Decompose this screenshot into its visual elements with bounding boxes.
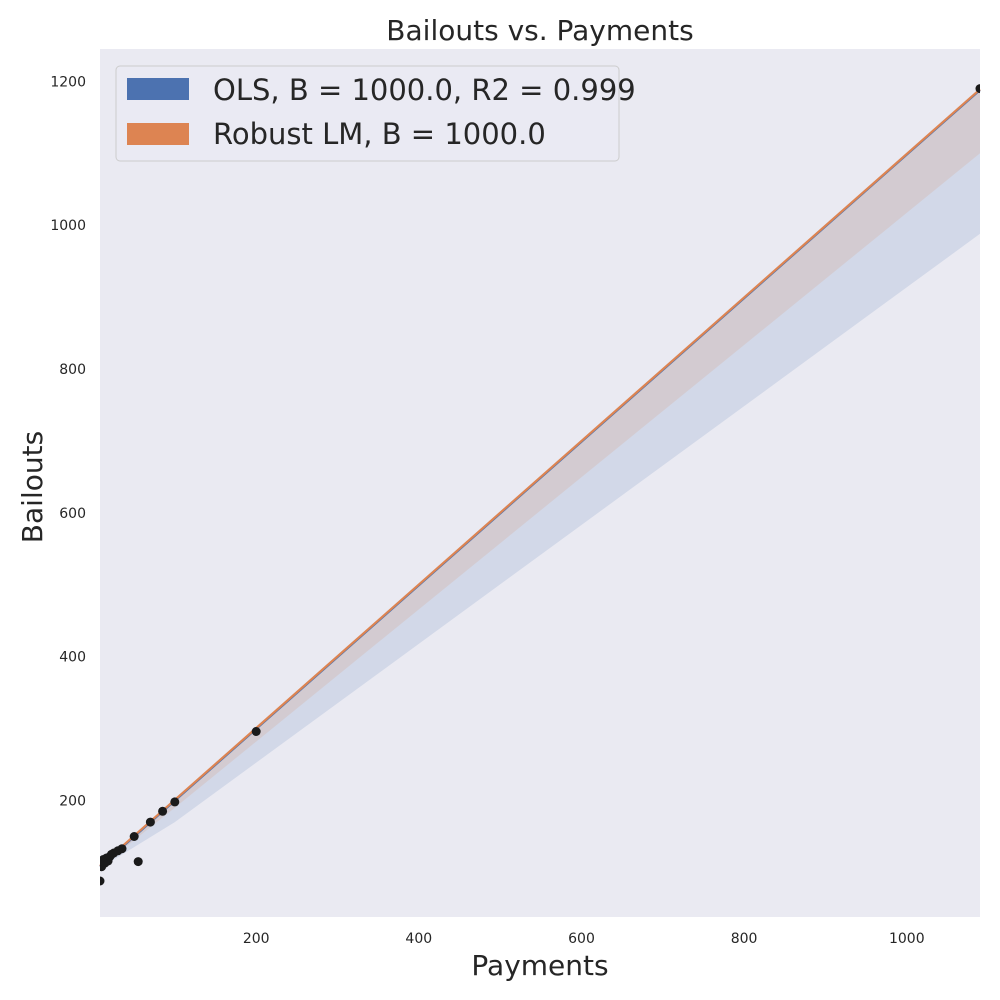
y-axis-ticks: 200 400 600 800 1000 1200 [50, 74, 86, 809]
data-point-0 [100, 876, 105, 886]
data-point-14 [133, 857, 143, 867]
regression-line-1 [99, 88, 981, 867]
y-tick-label-0: 200 [59, 794, 86, 810]
chart-title: Bailouts vs. Payments [386, 14, 693, 47]
legend: OLS, B = 1000.0, R2 = 0.999 Robust LM, B… [115, 65, 636, 162]
data-point-13 [129, 832, 139, 841]
x-tick-label-2: 600 [568, 931, 595, 947]
data-point-17 [170, 797, 180, 807]
data-point-18 [251, 727, 261, 736]
plot-area [100, 49, 980, 917]
legend-frame [115, 65, 620, 162]
data-point-16 [158, 806, 168, 816]
y-axis-label: Bailouts [16, 431, 49, 543]
data-points [100, 84, 980, 886]
data-point-19 [975, 84, 980, 94]
x-tick-label-0: 200 [243, 931, 270, 947]
y-tick-label-2: 600 [59, 506, 86, 522]
y-tick-label-3: 800 [59, 362, 86, 378]
data-point-12 [117, 844, 127, 854]
legend-label-robust: Robust LM, B = 1000.0 [213, 117, 546, 151]
legend-swatch-ols [127, 78, 189, 100]
legend-swatch-robust [127, 123, 189, 145]
y-tick-label-1: 400 [59, 650, 86, 666]
x-axis-label: Payments [471, 949, 608, 982]
x-tick-label-1: 400 [405, 931, 432, 947]
legend-label-ols: OLS, B = 1000.0, R2 = 0.999 [213, 73, 636, 107]
x-axis-ticks: 200 400 600 800 1000 [243, 931, 925, 947]
x-tick-label-3: 800 [731, 931, 758, 947]
y-tick-label-5: 1200 [50, 74, 86, 90]
regression-lines [99, 88, 981, 868]
x-tick-label-4: 1000 [889, 931, 925, 947]
data-point-15 [145, 817, 155, 827]
y-tick-label-4: 1000 [50, 218, 86, 234]
